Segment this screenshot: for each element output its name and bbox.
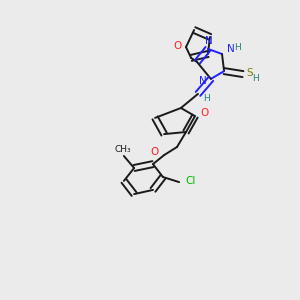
Text: O: O — [200, 107, 208, 118]
Text: H: H — [203, 94, 210, 103]
Text: O: O — [173, 40, 181, 51]
Text: N: N — [199, 76, 206, 86]
Text: S: S — [246, 68, 253, 79]
Text: N: N — [226, 44, 234, 54]
Text: H: H — [234, 43, 241, 52]
Text: O: O — [150, 147, 159, 157]
Text: N: N — [205, 35, 212, 46]
Text: H: H — [252, 74, 259, 83]
Text: Cl: Cl — [185, 176, 196, 186]
Text: CH₃: CH₃ — [114, 145, 131, 154]
